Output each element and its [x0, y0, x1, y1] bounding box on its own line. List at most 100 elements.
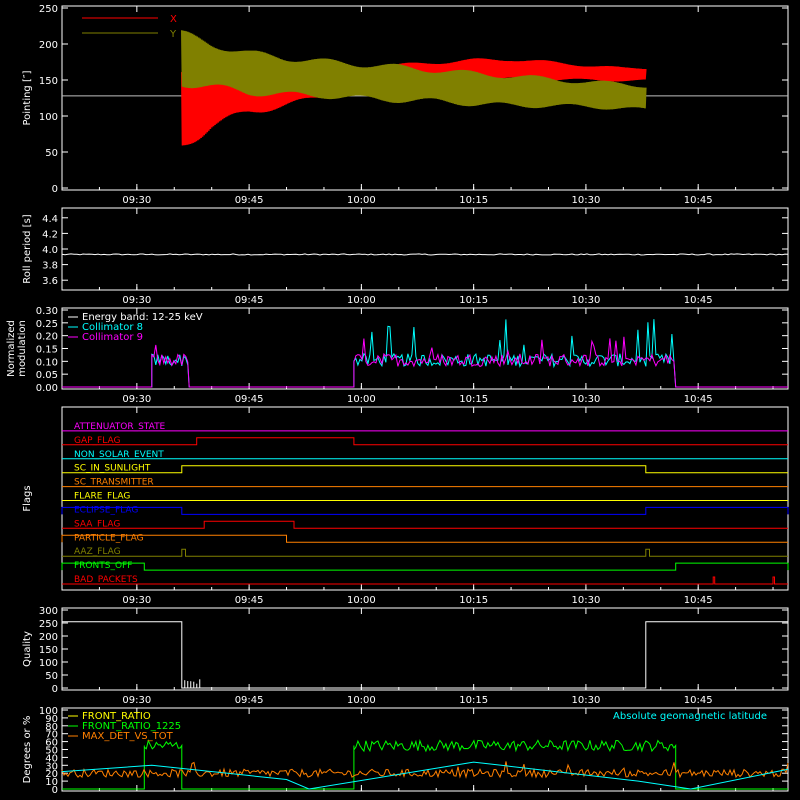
flag-line-aaz-flag — [62, 548, 788, 557]
flag-label: NON_SOLAR_EVENT — [74, 450, 164, 460]
geomagnetic-latitude-annotation: Absolute geomagnetic latitude — [613, 711, 767, 722]
y-tick-label: 30 — [45, 761, 58, 772]
roll-period-line — [61, 253, 789, 256]
y-tick-label: 100 — [39, 112, 58, 123]
y-axis-label: modulation — [17, 320, 28, 377]
y-tick-label: 4.0 — [42, 245, 58, 256]
y-tick-label: 250 — [39, 4, 58, 15]
y-tick-label: 70 — [45, 730, 58, 741]
y-tick-label: 0.05 — [36, 370, 58, 381]
x-tick-label: 10:45 — [684, 695, 713, 706]
y-tick-label: 3.8 — [42, 261, 58, 272]
panel-3: 09:30 09:45 10:00 10:15 10:30 10:45 Normalized… — [6, 306, 789, 405]
y-tick-label: 0 — [52, 785, 58, 796]
x-tick-label: 10:30 — [572, 595, 601, 606]
x-tick-label: 09:30 — [122, 394, 151, 405]
x-tick-label: 09:30 — [122, 695, 151, 706]
panel-2: 09:30 09:45 10:00 10:15 10:30 10:45 Roll perio… — [22, 207, 789, 306]
flag-label: BAD_PACKETS — [74, 575, 138, 585]
plot-frame — [61, 607, 789, 691]
y-tick-label: 90 — [45, 714, 58, 725]
y-tick-label: 200 — [39, 632, 58, 643]
flag-line-particle-flag — [61, 534, 788, 543]
y-tick-label: 150 — [39, 76, 58, 87]
y-tick-label: 100 — [39, 658, 58, 669]
y-tick-label: 0.25 — [36, 319, 58, 330]
y-tick-label: 0.00 — [36, 383, 58, 394]
y-tick-label: 40 — [45, 753, 58, 764]
flag-line-fronts-off — [61, 562, 789, 571]
y-tick-label: 10 — [45, 777, 58, 788]
y-tick-label: 4.4 — [42, 214, 58, 225]
x-tick-label: 10:30 — [572, 394, 601, 405]
flag-line-saa-flag — [62, 520, 788, 529]
flag-label: GAP_FLAG — [74, 436, 120, 446]
pointing-series-y — [181, 30, 647, 110]
panel-4: 09:30 09:45 10:00 10:15 10:30 10:45 Flags ATTEN… — [22, 406, 789, 606]
flag-line-sc-in-sunlight — [62, 465, 788, 474]
x-tick-label: 10:30 — [572, 695, 601, 706]
flag-label: AAZ_FLAG — [74, 547, 121, 557]
plot-frame — [61, 207, 789, 291]
y-tick-label: 3.6 — [42, 276, 58, 287]
y-tick-label: 0 — [52, 184, 58, 195]
y-tick-label: 0.10 — [36, 357, 58, 368]
x-tick-label: 10:30 — [572, 195, 601, 206]
y-tick-label: 60 — [45, 738, 58, 749]
legend-label: X — [170, 14, 177, 25]
x-tick-label: 10:15 — [459, 394, 488, 405]
panel-1: 09:30 09:45 10:00 10:15 10:30 10:45 Pointing [… — [22, 4, 789, 206]
x-tick-label: 10:00 — [347, 595, 376, 606]
flag-label: SAA_FLAG — [74, 519, 120, 529]
x-tick-label: 10:15 — [459, 195, 488, 206]
max-det-vs-tot-line — [61, 761, 789, 779]
y-tick-label: 200 — [39, 40, 58, 51]
y-tick-label: 0.15 — [36, 345, 58, 356]
flag-label: ATTENUATOR_STATE — [74, 422, 166, 432]
legend-label: Energy band: 12-25 keV — [82, 312, 203, 323]
x-tick-label: 10:00 — [347, 394, 376, 405]
x-tick-label: 09:45 — [235, 595, 264, 606]
geomagnetic-latitude-line — [61, 761, 789, 790]
x-tick-label: 10:00 — [347, 295, 376, 306]
x-tick-label: 10:15 — [459, 595, 488, 606]
flag-label: SC_IN_SUNLIGHT — [74, 464, 151, 474]
plot-frame — [61, 406, 789, 591]
y-axis-label: Flags — [22, 485, 33, 511]
flag-label: FLARE_FLAG — [74, 492, 130, 502]
flag-label: ECLIPSE_FLAG — [74, 505, 138, 515]
y-tick-label: 0 — [52, 684, 58, 695]
front-ratio-1225-line — [62, 738, 788, 790]
y-tick-label: 50 — [45, 148, 58, 159]
legend-label: FRONT_RATIO_1225 — [82, 721, 181, 732]
flag-line-gap-flag — [62, 437, 788, 446]
flag-line-bad-packets — [62, 576, 788, 585]
flag-line-eclipse-flag — [61, 506, 789, 515]
x-tick-label: 10:30 — [572, 295, 601, 306]
x-tick-label: 09:45 — [235, 295, 264, 306]
y-tick-label: 300 — [39, 606, 58, 617]
legend-label: FRONT_RATIO — [82, 711, 151, 722]
x-tick-label: 10:00 — [347, 695, 376, 706]
y-tick-label: 0.20 — [36, 332, 58, 343]
x-tick-label: 10:45 — [684, 195, 713, 206]
y-axis-label: Degrees or % — [22, 716, 33, 784]
x-tick-label: 09:45 — [235, 695, 264, 706]
y-axis-label: Normalized — [6, 320, 17, 377]
x-tick-label: 10:00 — [347, 195, 376, 206]
flag-label: FRONTS_OFF — [74, 561, 132, 571]
y-axis-label: Roll period [s] — [22, 214, 33, 283]
y-tick-label: 80 — [45, 722, 58, 733]
y-tick-label: 0.30 — [36, 306, 58, 317]
quality-line — [62, 621, 788, 689]
y-tick-label: 20 — [45, 769, 58, 780]
x-tick-label: 09:30 — [122, 195, 151, 206]
flag-label: PARTICLE_FLAG — [74, 533, 144, 543]
modulation-series-1 — [62, 319, 788, 388]
x-tick-label: 10:15 — [459, 695, 488, 706]
x-tick-label: 10:15 — [459, 295, 488, 306]
y-tick-label: 50 — [45, 671, 58, 682]
panel-5: 09:30 09:45 10:00 10:15 10:30 10:45 Quality 0 50… — [22, 606, 789, 706]
